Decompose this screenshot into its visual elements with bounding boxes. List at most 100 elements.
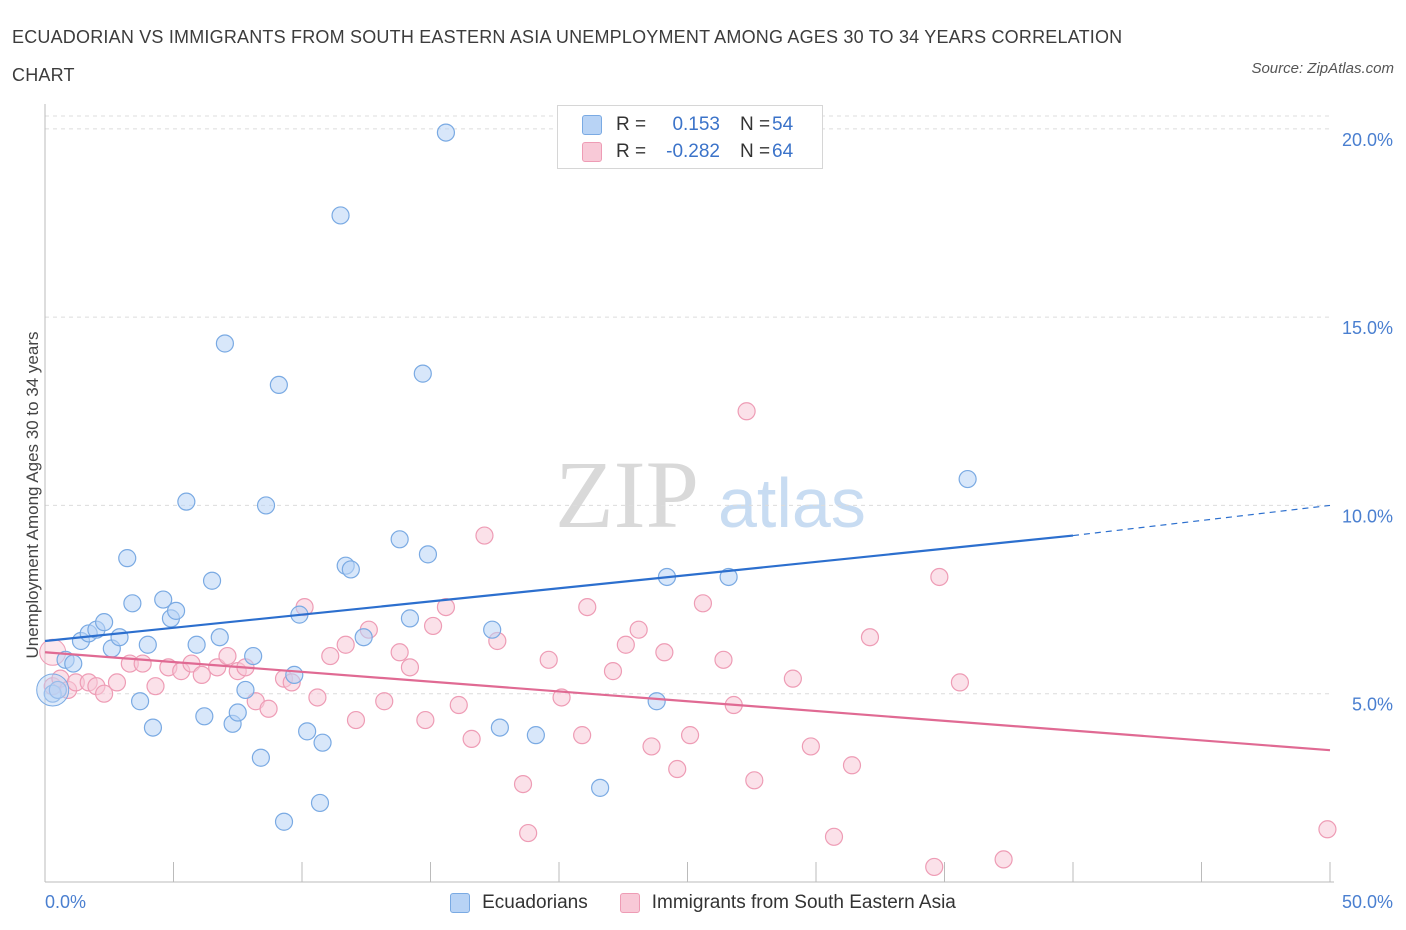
data-point-immigrants — [616, 635, 635, 654]
data-point-ecuadorians — [118, 549, 137, 568]
trend-line-ecuadorians-extension — [1072, 504, 1331, 537]
legend-row-immigrants: R = -0.282 N = 64 — [582, 140, 793, 164]
legend-item-immigrants[interactable]: Immigrants from South Eastern Asia — [619, 892, 956, 914]
legend-swatch-blue — [450, 893, 471, 913]
data-point-immigrants — [578, 597, 597, 617]
data-point-immigrants — [336, 635, 355, 654]
data-point-ecuadorians — [310, 793, 330, 813]
data-point-ecuadorians — [195, 707, 214, 726]
data-point-immigrants — [930, 567, 949, 587]
data-point-immigrants — [714, 650, 733, 669]
data-point-immigrants — [552, 688, 571, 707]
data-point-ecuadorians — [138, 635, 157, 654]
data-point-immigrants — [745, 771, 764, 790]
series-legend: Ecuadorians Immigrants from South Easter… — [0, 890, 1406, 916]
correlation-legend: R = 0.153 N = 54 R = -0.282 N = 64 — [557, 105, 823, 169]
y-axis-label: Unemployment Among Ages 30 to 34 years — [23, 332, 42, 659]
data-point-immigrants — [449, 695, 468, 715]
r-label: R = — [616, 141, 647, 162]
data-point-ecuadorians — [285, 665, 304, 684]
y-tick-label: 10.0% — [1342, 506, 1393, 526]
data-point-ecuadorians — [483, 620, 502, 639]
data-point-ecuadorians — [95, 613, 114, 632]
data-point-immigrants — [642, 737, 661, 756]
data-point-immigrants — [346, 710, 366, 730]
data-point-ecuadorians — [413, 364, 432, 383]
data-point-ecuadorians — [418, 545, 438, 564]
data-point-ecuadorians — [64, 654, 83, 673]
data-point-immigrants — [950, 673, 970, 692]
data-point-immigrants — [680, 726, 700, 745]
watermark-zip: ZIP — [555, 441, 699, 548]
data-point-immigrants — [218, 646, 237, 666]
r-value: -0.282 — [666, 141, 720, 162]
x-tick-label: 0.0% — [45, 892, 86, 912]
trend-line-immigrants — [44, 651, 1331, 752]
data-point-ecuadorians — [436, 123, 456, 142]
data-point-ecuadorians — [228, 703, 247, 722]
y-tick-label: 15.0% — [1342, 318, 1393, 338]
data-point-immigrants — [783, 669, 802, 688]
trend-line-ecuadorians — [44, 534, 1074, 643]
data-point-ecuadorians — [298, 722, 317, 741]
data-point-immigrants — [192, 665, 211, 684]
n-value: 64 — [772, 141, 794, 162]
data-point-immigrants — [462, 729, 481, 748]
data-point-immigrants — [95, 684, 114, 703]
n-value: 54 — [772, 114, 794, 135]
data-point-immigrants — [519, 823, 538, 843]
data-point-ecuadorians — [313, 733, 332, 752]
r-label: R = — [616, 114, 647, 135]
data-point-immigrants — [539, 650, 558, 669]
data-point-immigrants — [629, 620, 648, 639]
legend-swatch-blue — [582, 115, 602, 135]
chart-title: ECUADORIAN VS IMMIGRANTS FROM SOUTH EAST… — [12, 27, 1123, 85]
data-point-immigrants — [107, 673, 127, 692]
data-point-immigrants — [693, 594, 713, 613]
data-point-ecuadorians — [154, 590, 173, 609]
data-point-immigrants — [133, 654, 152, 673]
data-point-ecuadorians-cluster — [36, 673, 70, 707]
data-point-ecuadorians — [719, 567, 738, 587]
legend-swatch-pink — [582, 142, 602, 162]
data-point-ecuadorians — [110, 628, 129, 647]
n-label: N = — [740, 141, 771, 162]
data-point-ecuadorians — [958, 469, 977, 489]
x-tick-label: 50.0% — [1342, 892, 1393, 912]
watermark-atlas: atlas — [718, 464, 866, 542]
data-point-immigrants — [423, 616, 443, 636]
legend-swatch-pink — [619, 893, 640, 913]
data-point-immigrants — [842, 756, 862, 775]
data-point-ecuadorians — [177, 492, 196, 511]
data-point-ecuadorians — [256, 496, 276, 515]
data-point-ecuadorians — [202, 571, 222, 590]
data-point-ecuadorians — [215, 334, 234, 353]
data-point-ecuadorians — [526, 726, 545, 745]
n-label: N = — [740, 114, 771, 135]
data-point-immigrants — [259, 699, 278, 718]
legend-item-ecuadorians[interactable]: Ecuadorians — [450, 892, 588, 914]
data-point-immigrants — [475, 526, 494, 545]
data-point-immigrants — [925, 857, 944, 877]
data-point-ecuadorians — [130, 692, 150, 711]
data-point-immigrants — [436, 597, 456, 617]
data-point-ecuadorians — [251, 748, 270, 767]
source-credit: Source: ZipAtlas.com — [1251, 60, 1394, 77]
data-point-immigrants — [824, 827, 844, 846]
data-point-immigrants — [513, 774, 533, 794]
data-point-ecuadorians — [210, 628, 229, 647]
data-point-ecuadorians — [341, 560, 360, 579]
data-point-immigrants — [603, 662, 623, 681]
data-point-ecuadorians — [390, 530, 409, 549]
data-point-immigrants — [308, 688, 327, 707]
data-point-immigrants — [737, 402, 756, 421]
data-point-immigrants — [321, 646, 340, 666]
data-point-ecuadorians — [48, 680, 67, 700]
data-point-immigrants — [668, 759, 687, 779]
data-point-immigrants — [390, 643, 409, 662]
data-point-ecuadorians — [123, 594, 142, 613]
data-point-immigrants — [375, 692, 394, 711]
data-point-ecuadorians — [166, 601, 186, 620]
r-value: 0.153 — [672, 114, 720, 135]
data-point-ecuadorians — [400, 609, 420, 628]
